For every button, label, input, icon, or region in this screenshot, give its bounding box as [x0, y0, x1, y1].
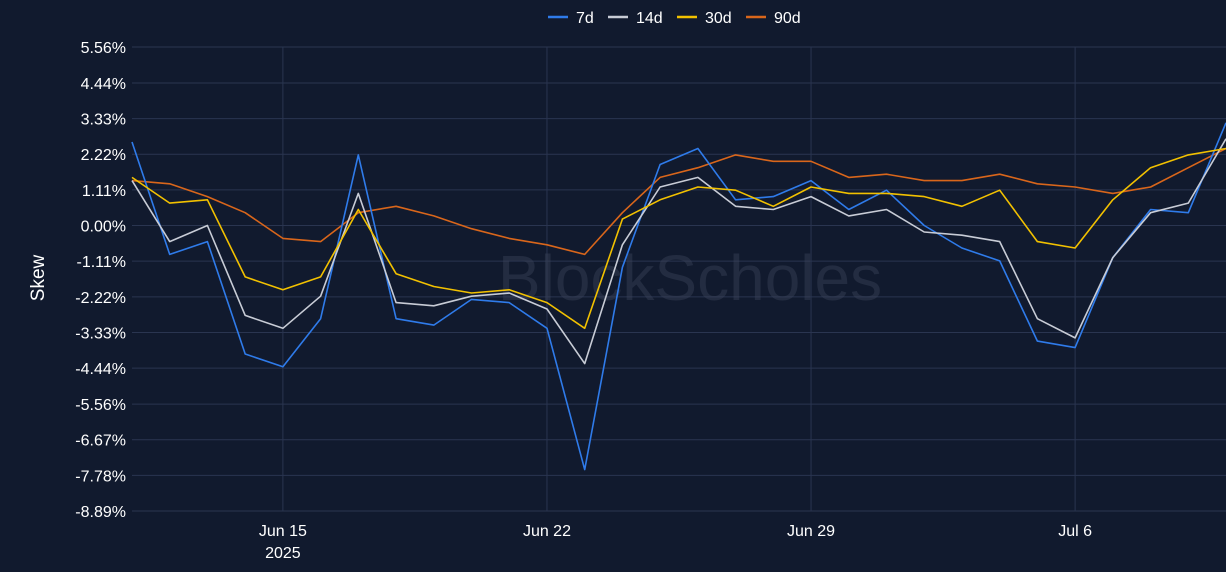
series-line-30d — [131, 147, 1226, 330]
legend-label-30d: 30d — [705, 10, 732, 27]
y-axis-title: Skew — [28, 254, 49, 301]
y-tick-label: -6.67% — [75, 433, 126, 450]
y-tick-label: 0.00% — [81, 219, 126, 236]
y-tick-label: -1.11% — [76, 254, 126, 271]
y-tick-label: -8.89% — [75, 504, 126, 521]
y-tick-label: 4.44% — [81, 76, 126, 93]
y-tick-label: -5.56% — [75, 397, 126, 414]
series-line-7d — [131, 122, 1226, 471]
series-line-14d — [131, 138, 1226, 365]
legend: 7d 14d 30d 90d — [548, 10, 801, 27]
x-axis-ticks: Jun 15 2025 Jun 22 Jun 29 Jul 6 — [259, 523, 1092, 562]
series-line-90d — [131, 147, 1226, 256]
y-tick-label: 2.22% — [81, 147, 126, 164]
x-tick-label: Jun 22 — [523, 523, 571, 540]
x-tick-label: Jul 6 — [1058, 523, 1092, 540]
series-layer — [131, 122, 1226, 471]
y-tick-label: -2.22% — [75, 290, 126, 307]
y-tick-label: -4.44% — [75, 361, 126, 378]
legend-label-7d: 7d — [576, 10, 594, 27]
x-tick-sublabel: 2025 — [265, 545, 301, 562]
y-tick-label: 5.56% — [81, 40, 126, 57]
y-tick-label: -3.33% — [75, 325, 126, 342]
legend-label-90d: 90d — [774, 10, 801, 27]
legend-label-14d: 14d — [636, 10, 663, 27]
watermark-text: BlockScholes — [498, 242, 882, 314]
grid — [132, 46, 1226, 512]
y-tick-label: -7.78% — [75, 468, 126, 485]
y-axis-ticks: 5.56% 4.44% 3.33% 2.22% 1.11% 0.00% -1.11% -2.2… — [75, 40, 126, 521]
y-tick-label: 1.11% — [82, 183, 126, 200]
x-tick-label: Jun 15 — [259, 523, 307, 540]
x-tick-label: Jun 29 — [787, 523, 835, 540]
y-tick-label: 3.33% — [81, 112, 126, 129]
